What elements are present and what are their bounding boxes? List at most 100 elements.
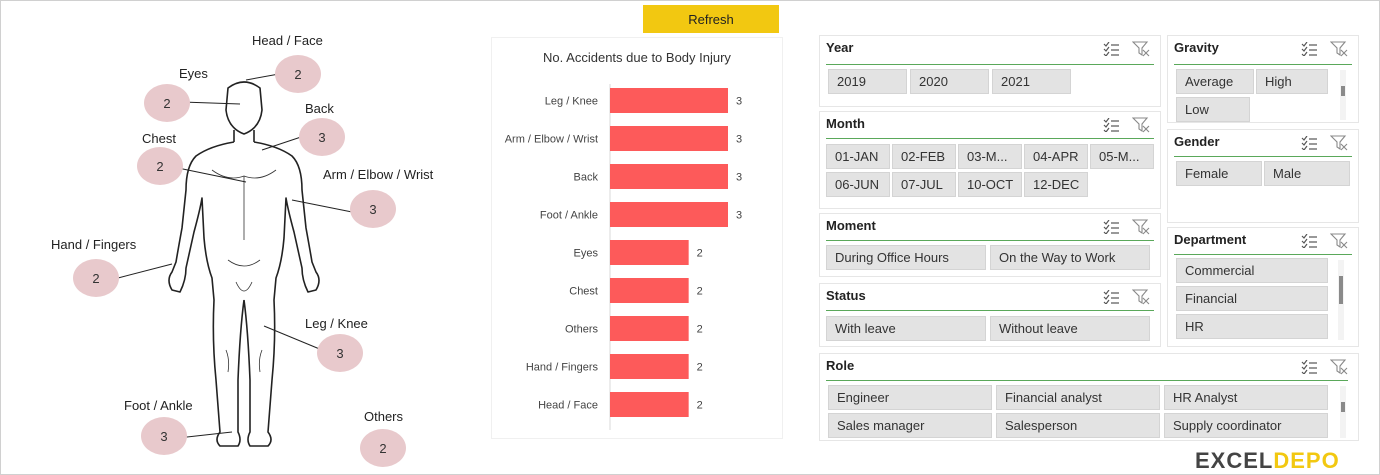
chart-data-label: 2 (697, 286, 703, 298)
status-chip-without-leave[interactable]: Without leave (990, 316, 1150, 341)
role-chip-financial-analyst[interactable]: Financial analyst (996, 385, 1160, 410)
count-bubble-back: 3 (299, 118, 345, 156)
department-scrollbar[interactable] (1338, 260, 1344, 340)
multi-select-icon[interactable] (1300, 359, 1318, 375)
chart-category-label: Chest (569, 286, 598, 298)
chart-data-label: 3 (736, 134, 742, 146)
slicer-title: Month (826, 116, 865, 131)
gender-chip-male[interactable]: Male (1264, 161, 1350, 186)
chart-bar (610, 240, 689, 265)
slicer-title: Role (826, 358, 855, 373)
chart-bar (610, 354, 689, 379)
month-chip[interactable]: 07-JUL (892, 172, 956, 197)
role-chip-supply-coordinator[interactable]: Supply coordinator (1164, 413, 1328, 438)
chart-category-label: Others (565, 324, 599, 336)
month-chip[interactable]: 01-JAN (826, 144, 890, 169)
month-chip[interactable]: 12-DEC (1024, 172, 1088, 197)
year-chip-2019[interactable]: 2019 (828, 69, 907, 94)
status-chip-with-leave[interactable]: With leave (826, 316, 986, 341)
count-bubble-leg-knee: 3 (317, 334, 363, 372)
multi-select-icon[interactable] (1102, 289, 1120, 305)
slicer-title: Moment (826, 218, 876, 233)
part-label-leg-knee: Leg / Knee (305, 316, 368, 331)
gender-chip-female[interactable]: Female (1176, 161, 1262, 186)
clear-filter-icon[interactable] (1330, 233, 1348, 249)
moment-chip-office-hours[interactable]: During Office Hours (826, 245, 986, 270)
chart-bar (610, 316, 689, 341)
slicer-title: Year (826, 40, 854, 55)
multi-select-icon[interactable] (1300, 233, 1318, 249)
role-slicer: Role Engineer Financial analyst HR Analy… (820, 354, 1358, 440)
chart-category-label: Back (574, 172, 599, 184)
department-chip-hr[interactable]: HR (1176, 314, 1328, 339)
chart-data-label: 2 (697, 248, 703, 260)
role-chip-salesperson[interactable]: Salesperson (996, 413, 1160, 438)
clear-filter-icon[interactable] (1330, 359, 1348, 375)
chart-data-label: 2 (697, 362, 703, 374)
role-chip-sales-manager[interactable]: Sales manager (828, 413, 992, 438)
clear-filter-icon[interactable] (1132, 289, 1150, 305)
year-chip-2021[interactable]: 2021 (992, 69, 1071, 94)
chart-data-label: 3 (736, 96, 742, 108)
gender-slicer: Gender Female Male (1168, 130, 1358, 222)
body-outline-figure (117, 71, 353, 447)
chart-bar (610, 392, 689, 417)
month-chip[interactable]: 02-FEB (892, 144, 956, 169)
month-chip[interactable]: 06-JUN (826, 172, 890, 197)
count-bubble-hand-fingers: 2 (73, 259, 119, 297)
part-label-foot-ankle: Foot / Ankle (124, 398, 193, 413)
multi-select-icon[interactable] (1300, 41, 1318, 57)
multi-select-icon[interactable] (1102, 41, 1120, 57)
chart-category-label: Arm / Elbow / Wrist (505, 134, 598, 146)
year-slicer: Year 2019 2020 2021 (820, 36, 1160, 106)
slicer-title: Status (826, 288, 866, 303)
slicer-title: Gravity (1174, 40, 1219, 55)
gravity-chip-average[interactable]: Average (1176, 69, 1254, 94)
clear-filter-icon[interactable] (1330, 41, 1348, 57)
role-chip-engineer[interactable]: Engineer (828, 385, 992, 410)
month-chip[interactable]: 05-M... (1090, 144, 1154, 169)
department-chip-commercial[interactable]: Commercial (1176, 258, 1328, 283)
count-bubble-chest: 2 (137, 147, 183, 185)
clear-filter-icon[interactable] (1132, 219, 1150, 235)
multi-select-icon[interactable] (1102, 219, 1120, 235)
role-scrollbar[interactable] (1340, 386, 1346, 438)
role-chip-hr-analyst[interactable]: HR Analyst (1164, 385, 1328, 410)
gravity-chip-high[interactable]: High (1256, 69, 1328, 94)
gravity-scrollbar[interactable] (1340, 70, 1346, 120)
month-chip[interactable]: 03-M... (958, 144, 1022, 169)
month-chip[interactable]: 04-APR (1024, 144, 1088, 169)
excel-depo-logo: EXCELDEPO (1195, 448, 1340, 473)
clear-filter-icon[interactable] (1330, 135, 1348, 151)
month-slicer: Month 01-JAN 02-FEB 03-M... 04-APR 05-M.… (820, 112, 1160, 208)
month-chip[interactable]: 10-OCT (958, 172, 1022, 197)
count-bubble-foot-ankle: 3 (141, 417, 187, 455)
slicer-title: Gender (1174, 134, 1220, 149)
count-bubble-eyes: 2 (144, 84, 190, 122)
refresh-button[interactable]: Refresh (643, 5, 779, 33)
part-label-back: Back (305, 101, 334, 116)
multi-select-icon[interactable] (1102, 117, 1120, 133)
clear-filter-icon[interactable] (1132, 41, 1150, 57)
chart-data-label: 2 (697, 324, 703, 336)
chart-data-label: 2 (697, 400, 703, 412)
department-chip-financial[interactable]: Financial (1176, 286, 1328, 311)
chart-data-label: 3 (736, 210, 742, 222)
slicer-title: Department (1174, 232, 1247, 247)
part-label-others: Others (364, 409, 404, 424)
chart-category-label: Foot / Ankle (540, 210, 598, 222)
part-label-arm-elbow-wrist: Arm / Elbow / Wrist (323, 167, 434, 182)
part-label-hand-fingers: Hand / Fingers (51, 237, 137, 252)
chart-category-label: Hand / Fingers (526, 362, 599, 374)
chart-data-label: 3 (736, 172, 742, 184)
clear-filter-icon[interactable] (1132, 117, 1150, 133)
gravity-slicer: Gravity Average High Low (1168, 36, 1358, 122)
chart-category-label: Leg / Knee (545, 96, 598, 108)
gravity-chip-low[interactable]: Low (1176, 97, 1250, 122)
chart-category-label: Eyes (574, 248, 599, 260)
department-slicer: Department Commercial Financial HR (1168, 228, 1358, 346)
multi-select-icon[interactable] (1300, 135, 1318, 151)
moment-chip-way-to-work[interactable]: On the Way to Work (990, 245, 1150, 270)
status-slicer: Status With leave Without leave (820, 284, 1160, 346)
year-chip-2020[interactable]: 2020 (910, 69, 989, 94)
